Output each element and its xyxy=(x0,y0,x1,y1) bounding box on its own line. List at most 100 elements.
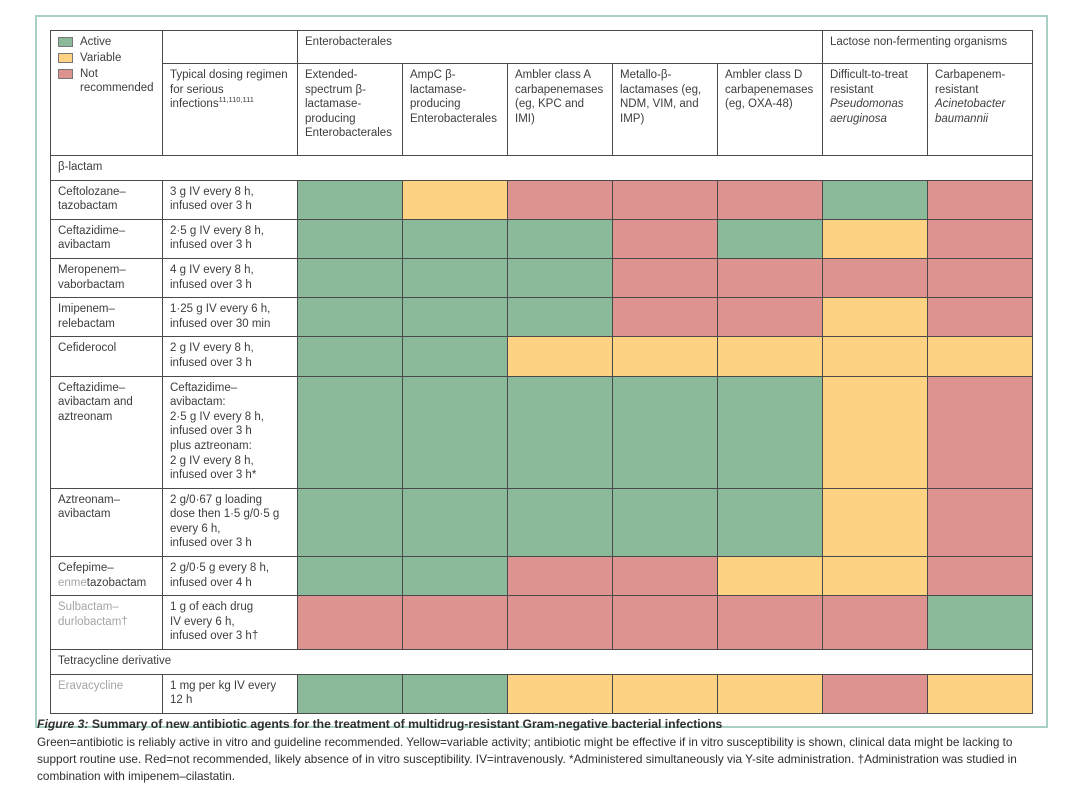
cell-not-recommended xyxy=(612,297,718,338)
drug-row: Ceftolozane– tazobactam 3 g IV every 8 h,… xyxy=(50,179,1034,220)
drug-row: Meropenem– vaborbactam 4 g IV every 8 h, … xyxy=(50,257,1034,299)
drug-name-text: tazobactam xyxy=(86,576,147,589)
column-header-dosing: Typical dosing regimen for serious infec… xyxy=(162,63,298,156)
cell-not-recommended xyxy=(716,179,824,220)
cell-active xyxy=(402,336,508,377)
dosing-regimen: 1 mg per kg IV every 12 h xyxy=(162,673,298,714)
cell-not-recommended xyxy=(927,487,1034,558)
legend-label: Not recommended xyxy=(80,68,154,95)
cell-not-recommended xyxy=(716,257,824,299)
cell-variable xyxy=(822,218,929,259)
cell-variable xyxy=(927,336,1034,377)
drug-name-text: enme xyxy=(58,576,87,589)
cell-active xyxy=(716,487,824,558)
cell-variable xyxy=(612,673,718,714)
cell-not-recommended xyxy=(297,595,403,651)
drug-name-text: Aztreonam– avibactam xyxy=(58,493,121,521)
drug-row: Cefepime– enmetazobactam 2 g/0·5 g every … xyxy=(50,556,1034,597)
drug-name: Ceftazidime– avibactam xyxy=(50,218,163,259)
dosing-regimen: 1·25 g IV every 6 h, infused over 30 min xyxy=(162,297,298,338)
cell-active xyxy=(507,218,613,259)
legend-label: Active xyxy=(80,36,112,48)
cell-active xyxy=(716,218,824,259)
cell-not-recommended xyxy=(927,375,1034,489)
drug-name: Sulbactam– durlobactam† xyxy=(50,595,163,651)
antibiotic-activity-table: Active Variable Not recommended Enterobact… xyxy=(49,30,1034,714)
empty-header-cell xyxy=(162,30,298,64)
drug-name: Cefiderocol xyxy=(50,336,163,377)
cell-variable xyxy=(822,297,929,338)
cell-not-recommended xyxy=(927,257,1034,299)
section-title: β-lactam xyxy=(49,155,1034,181)
cell-not-recommended xyxy=(822,595,929,651)
cell-active xyxy=(716,375,824,489)
cell-active xyxy=(822,179,929,220)
cell-active xyxy=(297,179,403,220)
cell-active xyxy=(297,297,403,338)
cell-variable xyxy=(716,556,824,597)
legend-item: Variable xyxy=(58,51,162,65)
drug-name: Aztreonam– avibactam xyxy=(50,487,163,558)
cell-not-recommended xyxy=(612,257,718,299)
cell-not-recommended xyxy=(402,595,508,651)
legend-label: Variable xyxy=(80,52,122,65)
drug-name-text: Ceftolozane– tazobactam xyxy=(58,185,126,213)
drug-row: Ceftazidime– avibactam and aztreonam Ceft… xyxy=(50,375,1034,489)
dosing-regimen: 2·5 g IV every 8 h, infused over 3 h xyxy=(162,218,298,259)
cell-active xyxy=(402,673,508,714)
cell-variable xyxy=(822,556,929,597)
section-row: β-lactam xyxy=(49,155,1034,181)
cell-variable xyxy=(822,375,929,489)
cell-not-recommended xyxy=(612,179,718,220)
cell-active xyxy=(402,257,508,299)
cell-active xyxy=(297,487,403,558)
figure-caption-body: Green=antibiotic is reliably active in v… xyxy=(37,735,1017,783)
cell-active xyxy=(297,257,403,299)
cell-variable xyxy=(507,673,613,714)
cell-not-recommended xyxy=(822,673,929,714)
cell-active xyxy=(507,487,613,558)
cell-variable xyxy=(822,336,929,377)
cell-not-recommended xyxy=(716,595,824,651)
column-header-ambler-class-a: Ambler class A carbapenemases (eg, KPC a… xyxy=(507,63,613,156)
cell-active xyxy=(507,297,613,338)
drug-row: Imipenem– relebactam 1·25 g IV every 6 h,… xyxy=(50,297,1034,338)
column-header-row: Typical dosing regimen for serious infec… xyxy=(51,63,1034,156)
dosing-regimen: 3 g IV every 8 h, infused over 3 h xyxy=(162,179,298,220)
drug-name-text: Cefepime– xyxy=(58,562,114,575)
legend-swatch-variable xyxy=(58,53,73,64)
figure-title: Summary of new antibiotic agents for the… xyxy=(91,717,723,731)
drug-name: Meropenem– vaborbactam xyxy=(50,257,163,299)
drug-name-text: Cefiderocol xyxy=(58,342,117,355)
table-body: β-lactam Ceftolozane– tazobactam 3 g IV ev… xyxy=(49,155,1034,714)
drug-name: Eravacycline xyxy=(50,673,163,714)
figure-caption: Figure 3: Summary of new antibiotic agen… xyxy=(37,716,1042,785)
drug-row: Sulbactam– durlobactam† 1 g of each drug … xyxy=(50,595,1034,651)
cell-active xyxy=(297,673,403,714)
drug-name-text: Ceftazidime– avibactam xyxy=(58,224,126,252)
cell-active xyxy=(507,257,613,299)
cell-variable xyxy=(612,336,718,377)
drug-name: Imipenem– relebactam xyxy=(50,297,163,338)
cell-active xyxy=(612,375,718,489)
dosing-regimen: 1 g of each drug IV every 6 h, infused o… xyxy=(162,595,298,651)
drug-name: Ceftolozane– tazobactam xyxy=(50,179,163,220)
cell-active xyxy=(927,595,1034,651)
dosing-regimen: 4 g IV every 8 h, infused over 3 h xyxy=(162,257,298,299)
cell-variable xyxy=(507,336,613,377)
dosing-regimen: 2 g IV every 8 h, infused over 3 h xyxy=(162,336,298,377)
drug-name-text: Sulbactam– durlobactam† xyxy=(58,601,128,628)
drug-row: Cefiderocol 2 g IV every 8 h, infused ove… xyxy=(50,336,1034,377)
cell-not-recommended xyxy=(612,595,718,651)
cell-not-recommended xyxy=(927,556,1034,597)
drug-name: Ceftazidime– avibactam and aztreonam xyxy=(50,375,163,489)
cell-not-recommended xyxy=(507,556,613,597)
group-header-enterobacterales: Enterobacterales xyxy=(296,30,824,64)
legend: Active Variable Not recommended xyxy=(50,30,163,156)
cell-not-recommended xyxy=(927,218,1034,259)
legend-swatch-active xyxy=(58,37,73,47)
column-header-cr-acinetobacter: Carbapenem-resistant Acinetobacter bauma… xyxy=(927,63,1034,156)
drug-name-text: Imipenem– relebactam xyxy=(58,303,115,330)
cell-active xyxy=(507,375,613,489)
cell-active xyxy=(402,375,508,489)
